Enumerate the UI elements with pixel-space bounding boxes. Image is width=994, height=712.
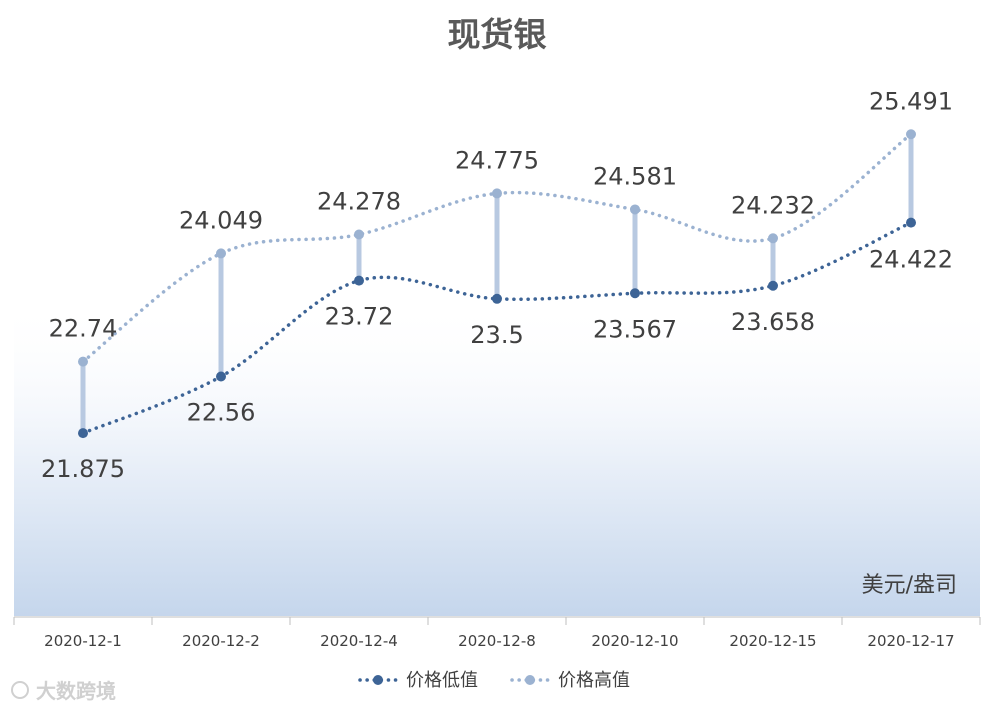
legend-label: 价格低值 [406,670,478,691]
x-tick-label: 2020-12-1 [44,632,122,650]
data-point [906,217,916,228]
data-label: 22.74 [49,315,118,343]
data-label: 24.278 [317,188,401,216]
x-tick-label: 2020-12-17 [867,632,954,650]
data-point [354,229,364,240]
x-tick-label: 2020-12-15 [729,632,816,650]
data-label: 23.72 [325,303,394,331]
legend-item: 价格高值 [510,670,630,691]
data-label: 24.775 [455,146,539,174]
unit-label: 美元/盎司 [862,573,957,598]
data-points [78,129,916,439]
legend-item: 价格低值 [358,670,478,691]
data-point [354,275,364,286]
data-point [768,233,778,244]
x-axis-labels: 2020-12-1 2020-12-2 2020-12-4 2020-12-8 2020… [44,632,954,650]
data-point [78,356,88,367]
legend-label: 价格高值 [558,670,630,691]
data-point [630,204,640,215]
data-label: 25.491 [869,87,953,115]
data-label: 24.422 [869,246,953,274]
data-point [768,280,778,291]
data-point [78,428,88,439]
legend-marker [525,675,535,685]
chart-title: 现货银 [448,15,547,54]
watermark-logo-icon [11,681,29,699]
watermark-text: 大数跨境 [36,679,116,703]
x-axis-ticks [13,617,981,625]
data-label: 23.567 [593,315,677,343]
data-labels: 22.74 21.875 24.049 22.56 24.278 23.72 24.775 2… [41,87,953,483]
data-label: 24.581 [593,162,677,190]
data-point [492,293,502,304]
data-label: 24.232 [731,191,815,219]
data-point [216,371,226,382]
x-tick-label: 2020-12-2 [182,632,260,650]
data-point [492,188,502,199]
data-label: 24.049 [179,206,263,234]
data-label: 22.56 [187,398,256,426]
x-tick-label: 2020-12-4 [320,632,398,650]
watermark: 大数跨境 [11,679,116,703]
data-point [906,129,916,140]
data-label: 21.875 [41,455,125,483]
legend-marker [373,675,383,685]
x-tick-label: 2020-12-8 [458,632,536,650]
data-label: 23.5 [470,321,523,349]
data-label: 23.658 [731,308,815,336]
data-point [630,288,640,299]
x-tick-label: 2020-12-10 [591,632,678,650]
plot-background [14,300,980,616]
data-point [216,248,226,259]
legend: 价格低值 价格高值 [358,670,630,691]
high-low-lines [80,131,914,436]
